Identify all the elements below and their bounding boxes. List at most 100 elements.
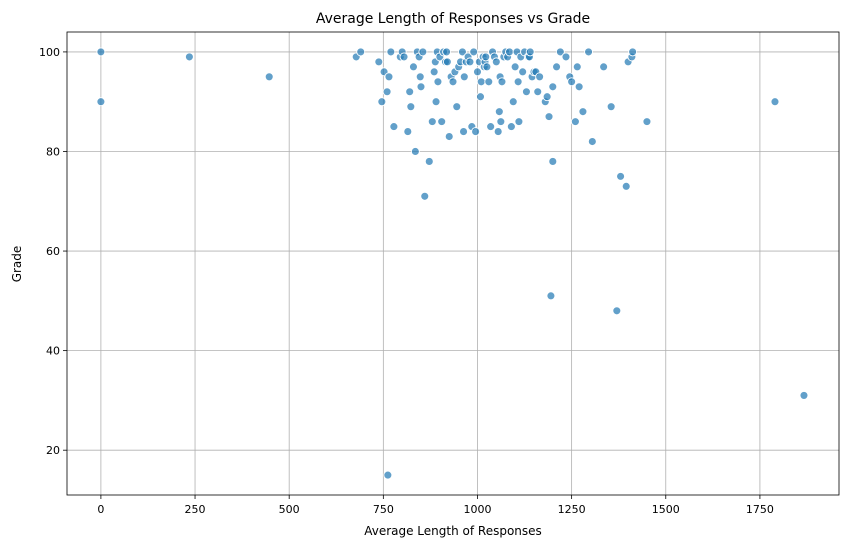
y-tick-label: 60	[46, 245, 60, 258]
x-axis-label: Average Length of Responses	[364, 524, 542, 538]
scatter-point	[525, 47, 535, 57]
scatter-point	[570, 117, 580, 127]
scatter-point	[389, 122, 399, 132]
scatter-point	[578, 107, 588, 117]
x-tick-label: 750	[373, 503, 394, 516]
scatter-point	[418, 47, 428, 57]
scatter-point	[506, 122, 516, 132]
scatter-point	[384, 72, 394, 82]
scatter-point	[476, 92, 485, 102]
scatter-point	[546, 291, 556, 301]
scatter-point	[642, 117, 652, 127]
y-axis-label: Grade	[10, 246, 24, 283]
scatter-point	[410, 147, 420, 156]
scatter-point	[465, 57, 475, 67]
scatter-point	[452, 102, 462, 112]
scatter-point	[521, 87, 531, 97]
x-tick-label: 1250	[558, 503, 586, 516]
scatter-point	[96, 47, 106, 57]
scatter-point	[459, 127, 468, 137]
x-tick-label: 1500	[652, 503, 680, 516]
x-tick-label: 250	[185, 503, 206, 516]
scatter-point	[471, 127, 481, 137]
scatter-point	[510, 62, 520, 72]
scatter-point	[621, 181, 631, 191]
scatter-point	[386, 47, 396, 57]
scatter-point	[406, 102, 416, 112]
scatter-point	[548, 156, 558, 166]
scatter-point	[96, 97, 106, 107]
scatter-point	[457, 47, 467, 57]
scatter-point	[382, 87, 392, 97]
scatter-point	[409, 62, 418, 72]
x-tick-label: 1000	[463, 503, 491, 516]
scatter-point	[535, 72, 545, 82]
scatter-point	[484, 77, 494, 87]
scatter-point	[542, 92, 552, 102]
scatter-point	[264, 72, 274, 82]
scatter-point	[606, 102, 616, 112]
scatter-point	[496, 117, 506, 127]
scatter-point	[399, 52, 409, 62]
scatter-point	[444, 132, 454, 141]
scatter-point	[628, 47, 638, 57]
scatter-point	[616, 171, 626, 181]
scatter-point	[491, 57, 501, 67]
scatter-point	[514, 117, 524, 127]
scatter-point	[533, 87, 543, 97]
scatter-point	[448, 77, 458, 87]
scatter-point	[473, 67, 482, 77]
scatter-point	[481, 52, 491, 62]
scatter-point	[548, 82, 558, 92]
scatter-point	[424, 156, 434, 166]
scatter-point	[405, 87, 415, 97]
y-tick-label: 80	[46, 145, 60, 158]
scatter-point	[377, 97, 387, 107]
scatter-point	[799, 390, 809, 400]
scatter-point	[420, 191, 430, 201]
scatter-point	[518, 67, 528, 77]
scatter-point	[513, 77, 523, 87]
scatter-point	[587, 137, 597, 146]
scatter-point	[567, 77, 577, 87]
y-tick-label: 40	[46, 345, 60, 358]
scatter-point	[612, 306, 622, 316]
scatter-point	[427, 117, 437, 127]
scatter-point	[482, 62, 492, 72]
plot-frame	[66, 31, 840, 496]
scatter-point	[486, 122, 496, 132]
scatter-point	[561, 52, 571, 62]
x-tick-label: 1750	[746, 503, 774, 516]
scatter-point	[493, 127, 503, 137]
scatter-point	[552, 62, 562, 72]
scatter-point	[433, 77, 443, 87]
scatter-point	[599, 62, 609, 72]
grid-layer	[67, 32, 839, 495]
x-tick-label: 500	[279, 503, 300, 516]
scatter-point	[508, 97, 518, 107]
scatter-point	[505, 47, 514, 57]
scatter-point	[416, 82, 426, 92]
scatter-point	[383, 470, 393, 480]
scatter-point	[415, 72, 425, 82]
scatter-point	[442, 47, 452, 57]
points-layer	[96, 47, 809, 480]
y-tick-label: 20	[46, 444, 60, 457]
scatter-point	[572, 62, 582, 72]
scatter-point	[544, 112, 554, 122]
scatter-point	[469, 47, 479, 57]
x-tick-label: 0	[97, 503, 104, 516]
scatter-point	[574, 82, 584, 92]
scatter-point	[476, 77, 486, 87]
scatter-point	[374, 57, 384, 67]
ticks-layer: 0 250 500 750 1000 1250 1500 1750 20 40 60 80 100	[39, 46, 774, 516]
scatter-point	[431, 97, 441, 107]
scatter-point	[584, 47, 594, 57]
scatter-point	[494, 107, 504, 117]
scatter-point	[356, 47, 366, 57]
scatter-point	[184, 52, 194, 62]
scatter-point	[770, 97, 780, 107]
scatter-point	[403, 127, 413, 137]
scatter-point	[437, 117, 447, 127]
